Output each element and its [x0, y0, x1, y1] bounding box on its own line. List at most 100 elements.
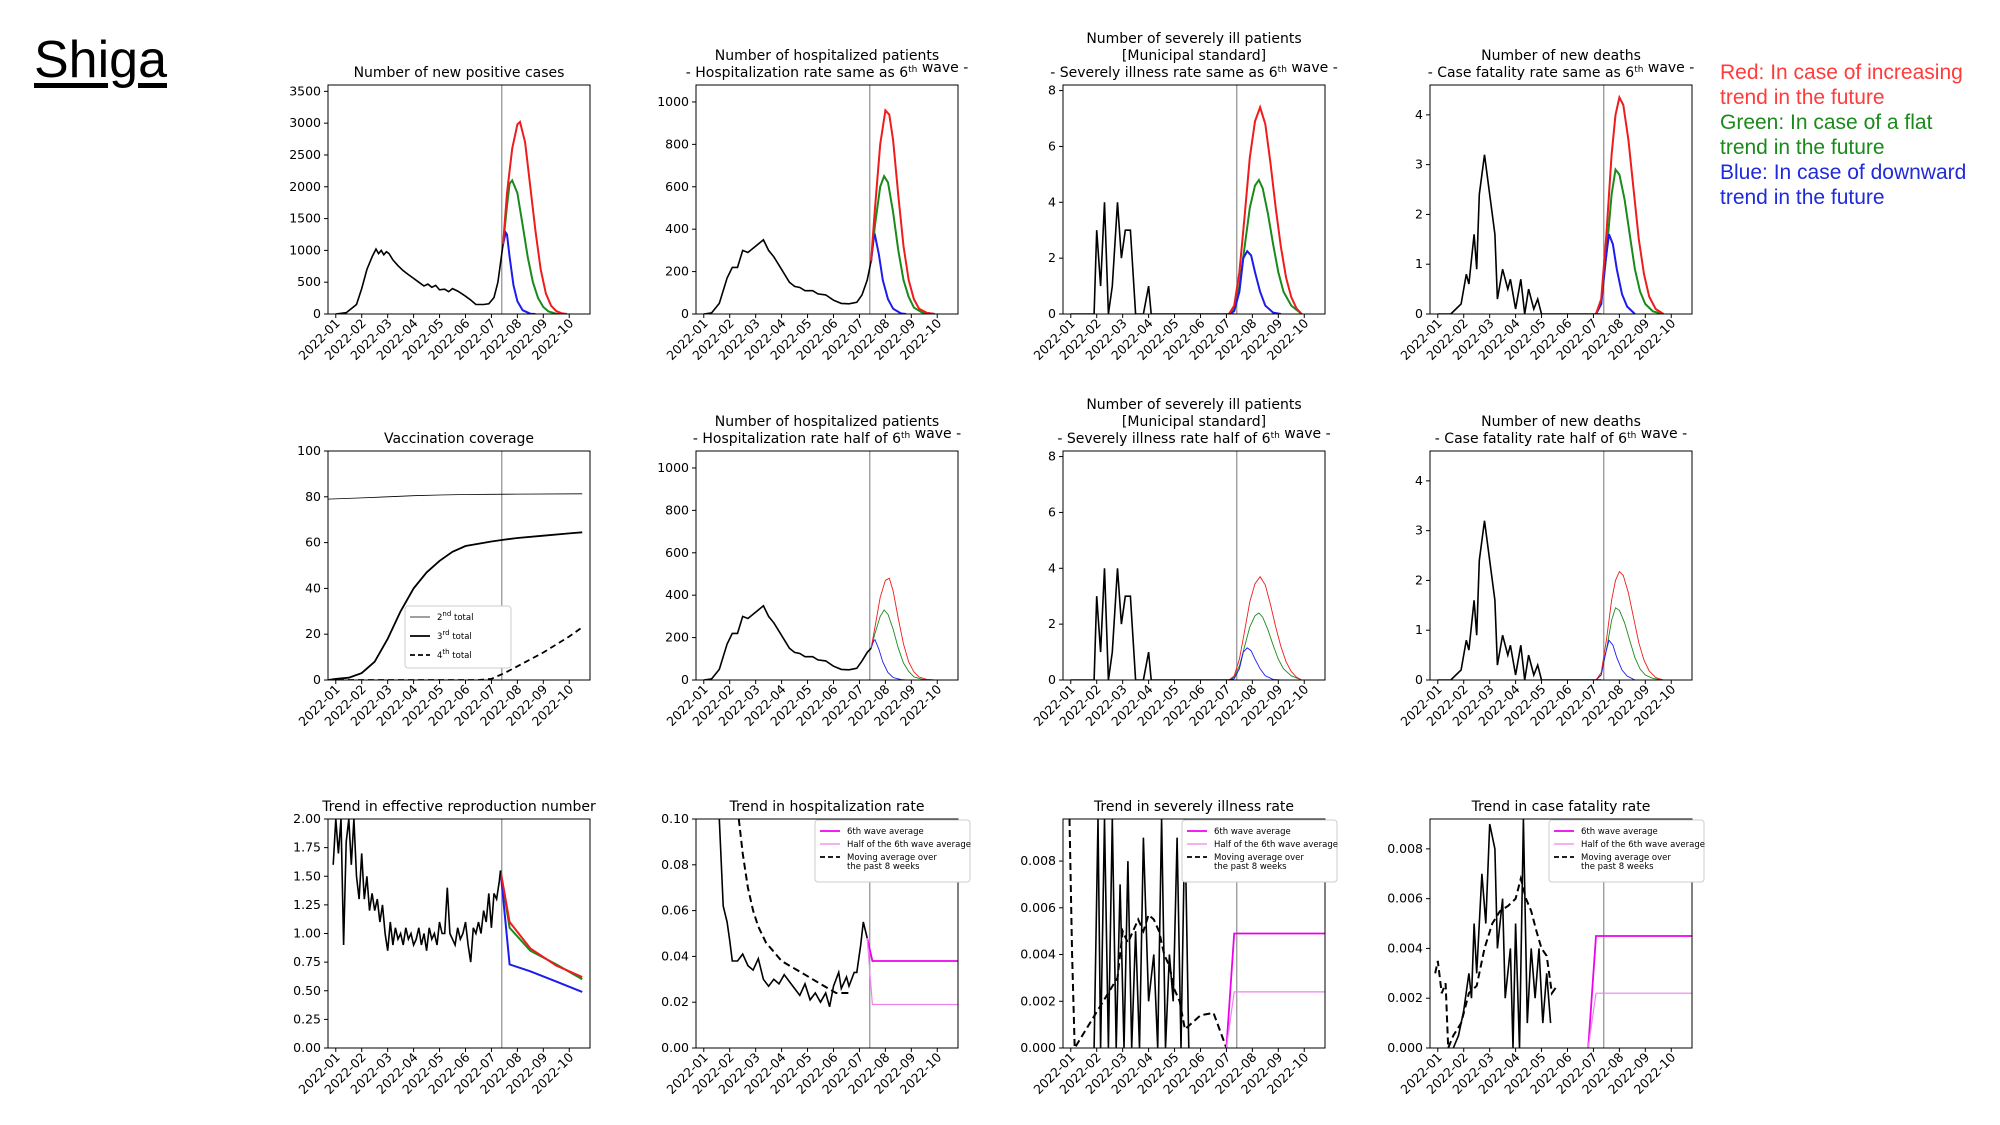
axes-frame	[1429, 84, 1693, 315]
y-tick-label: 800	[665, 136, 689, 151]
legend-green-text: Green: In case of a flat trend in the fu…	[1720, 111, 1933, 159]
y-tick-label: 600	[665, 179, 689, 194]
y-tick-label: 400	[665, 587, 689, 602]
legend-label: Half of the 6th wave average	[1214, 840, 1338, 850]
axes-frame	[1062, 84, 1326, 315]
chart-title: Trend in case fatality rate	[1471, 799, 1651, 815]
y-tick-label: 20	[305, 626, 321, 641]
plot-area	[703, 85, 935, 314]
y-tick-label: 0.06	[661, 903, 689, 918]
series-blue-scenario	[870, 232, 907, 314]
y-tick-label: 1000	[657, 94, 689, 109]
chart-title: - Severely illness rate same as 6th wave…	[1050, 60, 1338, 81]
y-tick-label: 4	[1415, 107, 1423, 122]
y-tick-label: 200	[665, 264, 689, 279]
y-tick-label: 1.00	[293, 926, 321, 941]
chart-vaccination: Vaccination coverage0204060801002022-012…	[295, 431, 591, 729]
y-tick-label: 1	[1415, 622, 1423, 637]
y-tick-label: 0.008	[1020, 853, 1056, 868]
y-tick-label: 80	[305, 489, 321, 504]
page-title: Shiga	[34, 31, 167, 89]
plot-area	[1437, 85, 1665, 314]
legend-box: 6th wave average Half of the 6th wave ave…	[1181, 819, 1338, 883]
series-red-scenario	[502, 119, 567, 314]
y-tick-label: 1.50	[293, 868, 321, 883]
series-green-scenario	[870, 173, 935, 314]
series-blue-scenario	[1595, 233, 1636, 314]
y-tick-label: 0	[313, 306, 321, 321]
series-half-6th-wave-average	[866, 938, 958, 1006]
legend-frame	[1548, 819, 1705, 883]
y-tick-label: 1000	[657, 460, 689, 475]
series-red-scenario	[1228, 104, 1303, 314]
y-tick-label: 2	[1415, 206, 1423, 221]
chart-hosp_rate: Trend in hospitalization rate 0.00 0.02 0.0…	[661, 799, 971, 1097]
y-tick-label: 40	[305, 580, 321, 595]
axes-frame	[327, 450, 591, 681]
y-tick-label: 0.006	[1020, 900, 1056, 915]
chart-title: Number of hospitalized patients	[715, 48, 939, 64]
legend-label: Half of the 6th wave average	[1581, 840, 1705, 850]
y-tick-label: 0.000	[1020, 1040, 1056, 1055]
series-blue-scenario	[499, 870, 583, 993]
legend-label: 6th wave average	[847, 827, 924, 837]
series-red-scenario	[1595, 94, 1665, 314]
y-tick-label: 2.00	[293, 811, 321, 826]
series-observed	[703, 238, 872, 314]
series-blue-scenario	[1228, 647, 1281, 680]
series-moving-average	[737, 819, 852, 994]
y-tick-label: 2	[1048, 250, 1056, 265]
series-observed	[718, 819, 868, 1008]
plot-area	[335, 85, 567, 314]
y-tick-label: 200	[665, 630, 689, 645]
y-tick-label: 0.004	[1020, 947, 1056, 962]
y-tick-label: 3000	[289, 115, 321, 130]
y-tick-label: 60	[305, 535, 321, 550]
y-tick-label: 0.004	[1387, 940, 1423, 955]
legend-frame	[404, 605, 512, 669]
chart-hosp_half: Number of hospitalized patients- Hospita…	[657, 414, 961, 729]
chart-title: Number of new deaths	[1481, 414, 1641, 430]
legend-label: Half of the 6th wave average	[847, 840, 971, 850]
series-half-6th-wave-average	[1225, 991, 1325, 1048]
y-tick-label: 0	[681, 672, 689, 687]
legend-label: Moving average over	[1581, 853, 1671, 863]
y-tick-label: 1500	[289, 211, 321, 226]
chart-deaths_half: Number of new deaths- Case fatality rate…	[1397, 414, 1693, 729]
chart-rt: Trend in effective reproduction number 0.…	[293, 799, 596, 1097]
series-2nd-total	[328, 493, 583, 500]
y-tick-label: 1000	[289, 242, 321, 257]
plot-area	[1070, 85, 1303, 314]
chart-title: Vaccination coverage	[384, 431, 534, 447]
chart-title: - Hospitalization rate same as 6th wave …	[686, 60, 969, 81]
y-tick-label: 0	[313, 672, 321, 687]
y-tick-label: 0.75	[293, 954, 321, 969]
series-blue-scenario	[502, 230, 536, 314]
series-red-scenario	[870, 108, 935, 314]
axes-frame	[1062, 818, 1326, 1049]
y-tick-label: 3500	[289, 83, 321, 98]
legend-frame	[1181, 819, 1338, 883]
series-observed	[332, 819, 502, 963]
y-tick-label: 800	[665, 502, 689, 517]
series-half-6th-wave-average	[1587, 992, 1692, 1048]
legend-label: the past 8 weeks	[1214, 862, 1287, 872]
series-red-scenario	[870, 577, 935, 680]
y-tick-label: 600	[665, 545, 689, 560]
chart-severe_rate: Trend in severely illness rate 0.000 0.002…	[1020, 799, 1338, 1097]
series-observed	[1452, 819, 1552, 1048]
axes-frame	[695, 84, 959, 315]
chart-title: - Severely illness rate half of 6th wave…	[1057, 426, 1330, 447]
chart-title: - Case fatality rate half of 6th wave -	[1435, 426, 1687, 447]
y-tick-label: 0.002	[1020, 993, 1056, 1008]
series-moving-average	[1434, 874, 1558, 1048]
y-tick-label: 0.25	[293, 1011, 321, 1026]
y-tick-label: 100	[297, 443, 321, 458]
y-tick-label: 6	[1048, 138, 1056, 153]
chart-title: Trend in severely illness rate	[1093, 799, 1294, 815]
y-tick-label: 0.10	[661, 811, 689, 826]
series-observed	[1437, 154, 1602, 314]
y-tick-label: 500	[297, 274, 321, 289]
chart-title: Trend in hospitalization rate	[729, 799, 925, 815]
